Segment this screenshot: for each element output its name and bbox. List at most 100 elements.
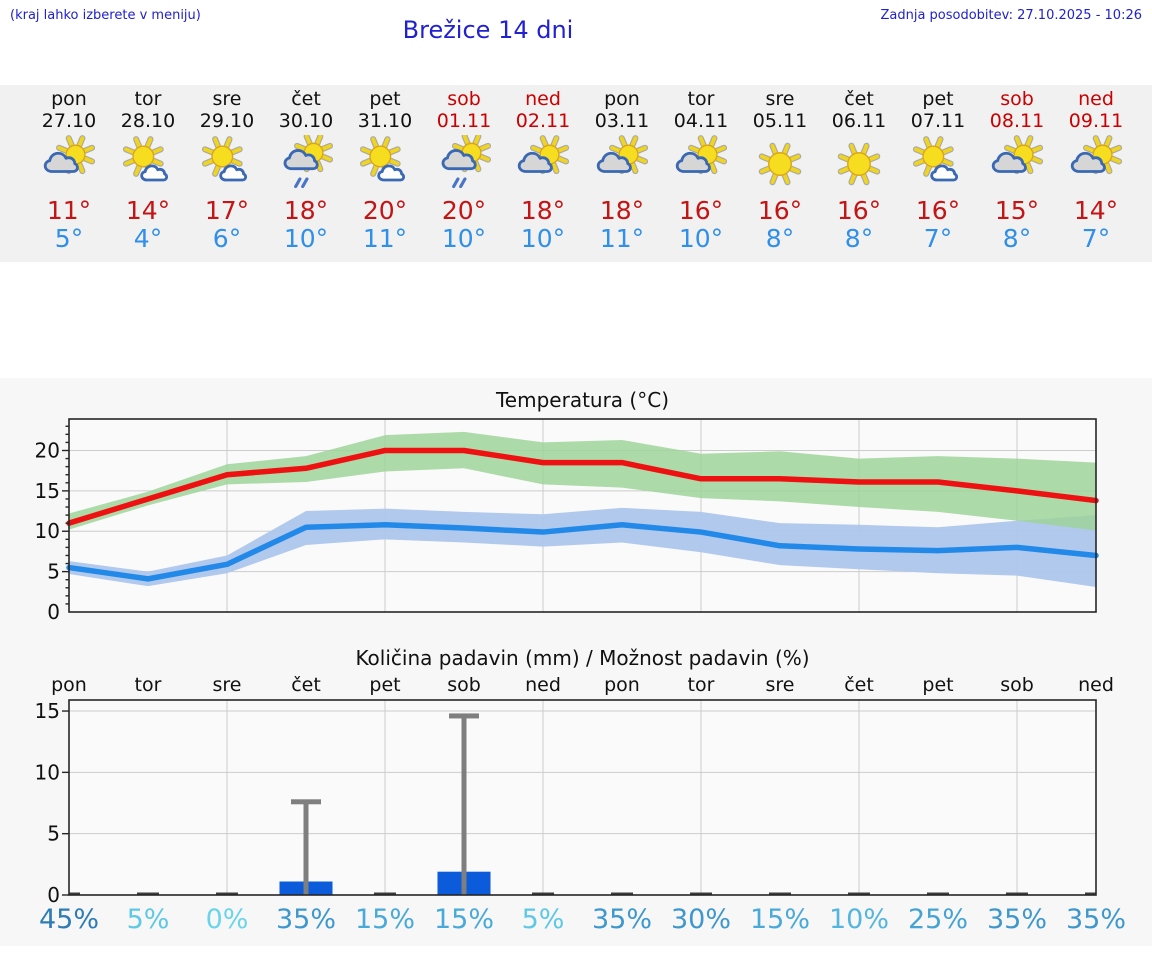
day-name: tor — [134, 88, 162, 110]
day-name: ned — [1078, 88, 1114, 110]
watermark-link[interactable]: © vreme.us & vreme.pro — [727, 466, 941, 486]
rain-showers-icon — [425, 135, 504, 197]
day-column: sre 29.10 17° 6° — [188, 85, 267, 253]
day-date: 07.11 — [910, 110, 966, 132]
day-name: sre — [765, 88, 795, 110]
day-date: 04.11 — [673, 110, 729, 132]
mostly-sunny-icon — [899, 135, 978, 197]
precip-probability: 35% — [275, 904, 336, 935]
precip-probability: 35% — [591, 904, 652, 935]
day-column: pon 03.11 18° 11° — [583, 85, 662, 253]
max-temp: 14° — [1073, 196, 1119, 225]
min-temp: 4° — [133, 224, 163, 253]
min-temp: 10° — [520, 224, 566, 253]
precip-day-label: čet — [844, 674, 874, 696]
day-column: ned 09.11 14° 7° — [1057, 85, 1136, 253]
day-column: tor 28.10 14° 4° — [109, 85, 188, 253]
min-temp: 7° — [1081, 224, 1111, 253]
day-name: pon — [604, 88, 640, 110]
precip-day-label: pet — [369, 674, 401, 696]
day-date: 29.10 — [199, 110, 255, 132]
location-menu-hint: (kraj lahko izberete v meniju) — [10, 8, 201, 23]
min-temp: 8° — [1002, 224, 1032, 253]
min-temp: 8° — [844, 224, 874, 253]
precip-day-label: pon — [51, 674, 87, 696]
temperature-chart-title: Temperatura (°C) — [495, 388, 669, 412]
day-name: čet — [291, 88, 321, 110]
day-name: čet — [844, 88, 874, 110]
precip-day-label: pon — [604, 674, 640, 696]
precip-probability: 10% — [828, 904, 889, 935]
precip-day-label: sob — [1000, 674, 1034, 696]
min-temp: 10° — [441, 224, 487, 253]
min-temp: 6° — [212, 224, 242, 253]
precip-probability: 35% — [1065, 904, 1126, 935]
partly-cloudy-icon — [583, 135, 662, 197]
day-name: ned — [525, 88, 561, 110]
partly-cloudy-icon — [504, 135, 583, 197]
precip-day-label: sre — [212, 674, 242, 696]
day-column: sre 05.11 16° 8° — [741, 85, 820, 253]
day-name: sob — [447, 88, 481, 110]
day-column: sob 08.11 15° 8° — [978, 85, 1057, 253]
day-date: 06.11 — [831, 110, 887, 132]
precip-day-label: ned — [525, 674, 561, 696]
max-temp: 16° — [757, 196, 803, 225]
max-temp: 16° — [678, 196, 724, 225]
day-date: 03.11 — [594, 110, 650, 132]
mostly-sunny-icon — [346, 135, 425, 197]
precip-day-label: čet — [291, 674, 321, 696]
partly-cloudy-icon — [30, 135, 109, 197]
partly-cloudy-icon — [1057, 135, 1136, 197]
day-date: 31.10 — [357, 110, 413, 132]
day-name: tor — [687, 88, 715, 110]
precip-day-label: tor — [687, 674, 715, 696]
day-name: pon — [51, 88, 87, 110]
day-name: sob — [1000, 88, 1034, 110]
precip-day-label: sre — [765, 674, 795, 696]
day-column: pet 07.11 16° 7° — [899, 85, 978, 253]
day-date: 08.11 — [989, 110, 1045, 132]
min-temp: 10° — [283, 224, 329, 253]
partly-cloudy-icon — [662, 135, 741, 197]
day-column: čet 06.11 16° 8° — [820, 85, 899, 253]
min-temp: 11° — [599, 224, 645, 253]
max-temp: 16° — [915, 196, 961, 225]
min-temp: 8° — [765, 224, 795, 253]
day-column: pet 31.10 20° 11° — [346, 85, 425, 253]
max-temp: 17° — [204, 196, 250, 225]
day-column: ned 02.11 18° 10° — [504, 85, 583, 253]
precip-probability: 5% — [126, 904, 170, 935]
rain-showers-icon — [267, 135, 346, 197]
sun-icon — [820, 135, 899, 197]
precip-probability: 25% — [907, 904, 968, 935]
max-temp: 18° — [520, 196, 566, 225]
sun-icon — [741, 135, 820, 197]
day-date: 01.11 — [436, 110, 492, 132]
precip-day-label: ned — [1078, 674, 1114, 696]
precip-probability: 35% — [986, 904, 1047, 935]
min-temp: 10° — [678, 224, 724, 253]
last-updated-timestamp: Zadnja posodobitev: 27.10.2025 - 10:26 — [880, 8, 1142, 23]
max-temp: 20° — [362, 196, 408, 225]
precip-probability: 5% — [521, 904, 565, 935]
precip-probability: 15% — [433, 904, 494, 935]
min-temp: 7° — [923, 224, 953, 253]
mostly-sunny-icon — [188, 135, 267, 197]
mostly-sunny-icon — [109, 135, 188, 197]
max-temp: 16° — [836, 196, 882, 225]
day-name: pet — [369, 88, 401, 110]
day-date: 27.10 — [41, 110, 97, 132]
day-date: 02.11 — [515, 110, 571, 132]
max-temp: 14° — [125, 196, 171, 225]
day-column: sob 01.11 20° 10° — [425, 85, 504, 253]
precipitation-chart-title: Količina padavin (mm) / Možnost padavin … — [355, 646, 810, 670]
min-temp: 5° — [54, 224, 84, 253]
precip-day-label: sob — [447, 674, 481, 696]
min-temp: 11° — [362, 224, 408, 253]
precip-day-label: tor — [134, 674, 162, 696]
day-column: čet 30.10 18° 10° — [267, 85, 346, 253]
day-column: tor 04.11 16° 10° — [662, 85, 741, 253]
day-date: 05.11 — [752, 110, 808, 132]
page-title: Brežice 14 dni — [402, 16, 574, 44]
